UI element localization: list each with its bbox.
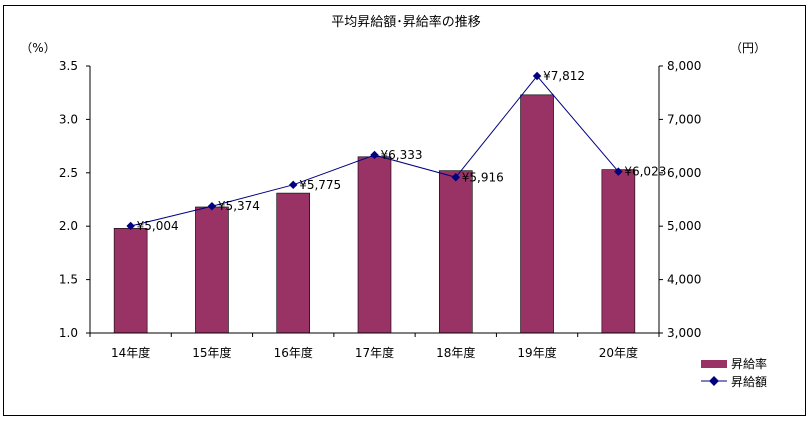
bar-shoukyuritsu	[438, 170, 473, 334]
left-tick-label: 2.0	[59, 219, 78, 233]
data-label-shoukyugaku: ¥7,812	[543, 69, 585, 83]
line-point-marker	[126, 221, 135, 231]
legend-swatch-bar	[701, 360, 727, 368]
right-tick-label: 5,000	[667, 219, 701, 233]
x-axis-ticks: 14年度 15年度 16年度 17年度 18年度 19年度 20年度	[89, 333, 660, 360]
left-tick-label: 3.0	[59, 112, 78, 126]
data-label-shoukyugaku: ¥6,333	[381, 148, 423, 162]
x-tick-label: 17年度	[355, 345, 394, 360]
right-tick-label: 3,000	[667, 326, 701, 340]
line-point-marker	[207, 201, 217, 211]
left-tick-label: 3.5	[59, 59, 78, 73]
legend-marker-icon	[709, 376, 719, 386]
line-series-group	[126, 71, 623, 231]
bar-shoukyuritsu	[113, 228, 148, 334]
chart-frame	[3, 5, 806, 416]
right-tick-label: 8,000	[667, 59, 701, 73]
bar-shoukyuritsu	[520, 94, 554, 334]
legend: 昇給率 昇給額	[701, 356, 767, 389]
right-tick-label: 4,000	[667, 273, 701, 287]
data-label-shoukyugaku: ¥5,775	[299, 178, 341, 192]
right-axis-ticks: 3,000 4,000 5,000 6,000 7,000 8,000	[659, 59, 701, 340]
x-tick-label: 19年度	[517, 345, 556, 360]
line-point-marker	[288, 180, 298, 190]
left-axis-unit: （%）	[20, 41, 55, 55]
bar-shoukyuritsu	[357, 156, 392, 334]
data-labels-group: ¥5,004 ¥5,374 ¥5,775 ¥6,333 ¥5,916 ¥7,812 ¥6,0…	[137, 69, 667, 233]
legend-label-bar: 昇給率	[731, 356, 767, 371]
left-axis-ticks: 1.0 1.5 2.0 2.5 3.0 3.5	[59, 59, 90, 340]
bar-shoukyuritsu	[195, 206, 229, 334]
line-point-marker	[370, 150, 379, 160]
right-tick-label: 6,000	[667, 166, 701, 180]
data-label-shoukyugaku: ¥5,916	[462, 170, 504, 184]
x-tick-label: 14年度	[111, 345, 150, 360]
x-tick-label: 18年度	[436, 345, 475, 360]
data-label-shoukyugaku: ¥5,374	[218, 199, 260, 213]
x-tick-label: 20年度	[599, 345, 638, 360]
data-label-shoukyugaku: ¥6,023	[624, 165, 666, 179]
chart-title: 平均昇給額･昇給率の推移	[331, 14, 481, 30]
line-point-marker	[451, 173, 461, 182]
left-tick-label: 2.5	[59, 166, 78, 180]
right-tick-label: 7,000	[667, 112, 701, 126]
bar-shoukyuritsu	[276, 192, 311, 334]
x-tick-label: 16年度	[274, 345, 313, 360]
bar-shoukyuritsu	[601, 169, 636, 334]
left-tick-label: 1.0	[59, 326, 78, 340]
bar-series-group	[113, 94, 636, 334]
legend-label-line: 昇給額	[731, 375, 767, 389]
x-tick-label: 15年度	[192, 345, 231, 360]
data-label-shoukyugaku: ¥5,004	[137, 219, 179, 233]
right-axis-unit: （円）	[730, 41, 766, 55]
left-tick-label: 1.5	[59, 273, 78, 287]
